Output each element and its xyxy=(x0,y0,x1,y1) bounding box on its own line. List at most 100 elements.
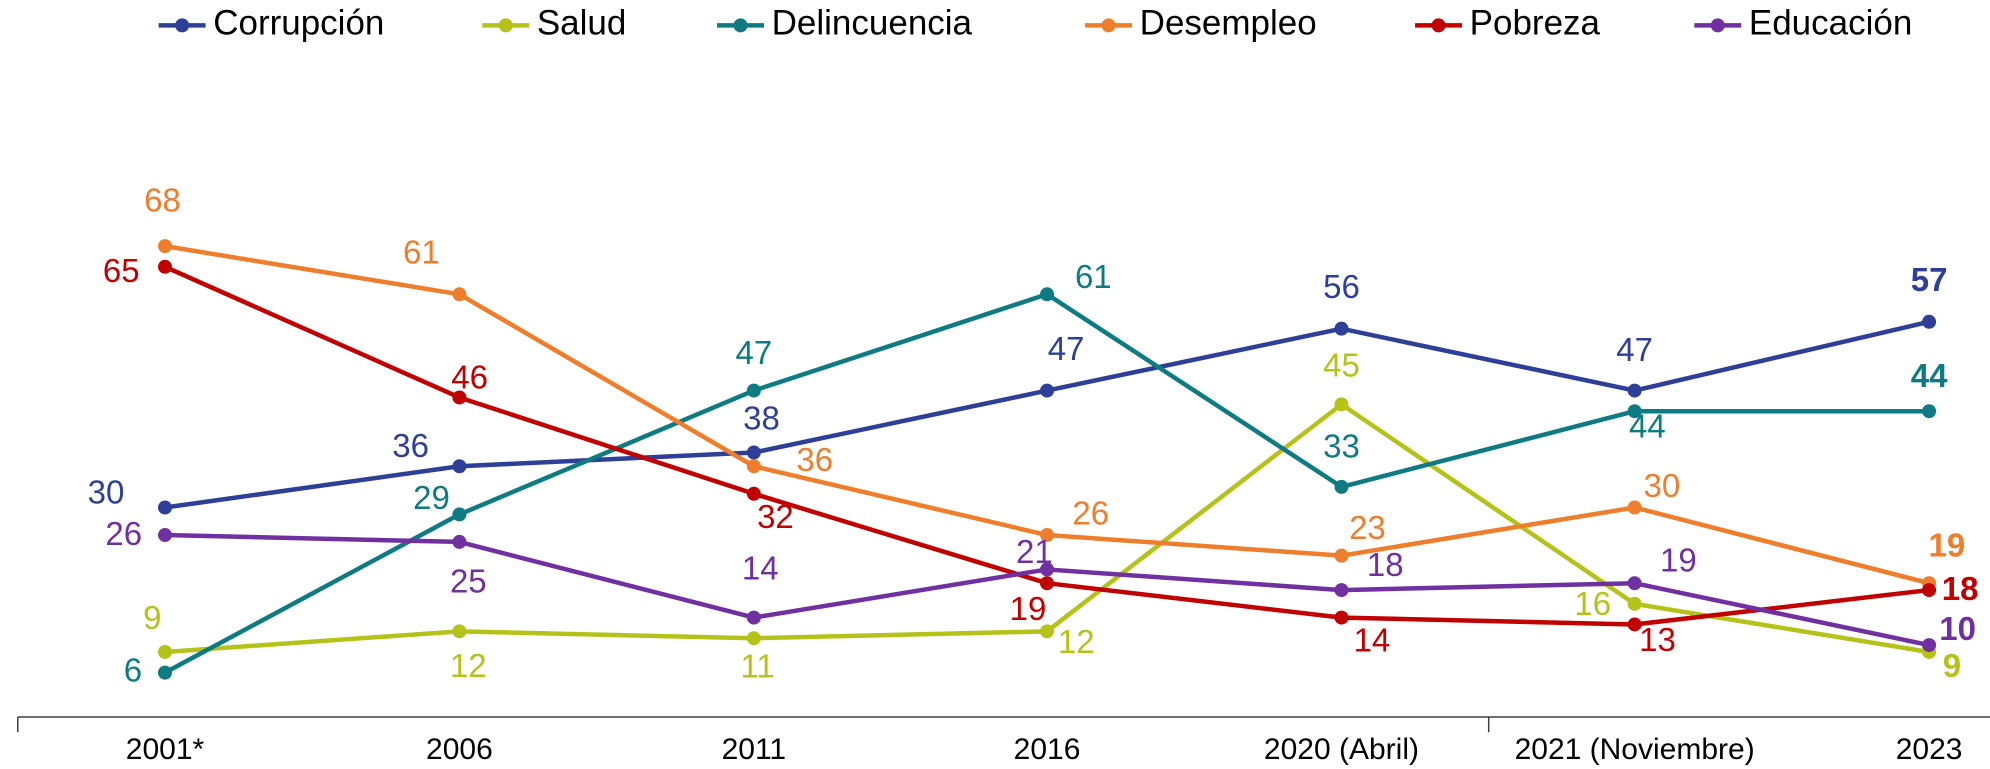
data-point xyxy=(1627,617,1642,632)
data-label: 38 xyxy=(743,399,780,436)
data-point xyxy=(746,445,761,460)
data-label: 14 xyxy=(1354,622,1391,659)
legend-marker xyxy=(498,18,513,33)
data-point xyxy=(1627,596,1642,611)
data-point xyxy=(452,624,467,639)
data-point xyxy=(157,644,172,659)
legend-marker xyxy=(175,18,190,33)
data-label: 44 xyxy=(1911,357,1948,394)
data-label: 9 xyxy=(1943,647,1961,684)
data-label: 11 xyxy=(741,647,775,684)
data-label: 44 xyxy=(1629,408,1666,445)
data-point xyxy=(452,534,467,549)
data-label: 56 xyxy=(1323,268,1360,305)
data-point xyxy=(157,500,172,515)
data-label: 26 xyxy=(105,515,142,552)
data-label: 36 xyxy=(392,427,429,464)
data-label: 47 xyxy=(736,334,773,371)
data-label: 19 xyxy=(1010,590,1047,627)
x-tick-label: 2023 xyxy=(1896,733,1963,766)
data-label: 36 xyxy=(796,441,833,478)
data-point xyxy=(1334,479,1349,494)
data-label: 14 xyxy=(742,549,779,586)
data-label: 47 xyxy=(1048,330,1085,367)
data-label: 9 xyxy=(143,599,161,636)
data-point xyxy=(1334,321,1349,336)
data-point xyxy=(1040,624,1055,639)
data-label: 68 xyxy=(144,182,181,219)
data-point xyxy=(1627,383,1642,398)
x-tick-label: 2006 xyxy=(426,733,493,766)
data-point xyxy=(746,631,761,646)
data-point xyxy=(452,390,467,405)
legend-marker xyxy=(733,18,748,33)
plot-area: 2001* 2006 2011 2016 2020 (Abril) 2021 (Novie… xyxy=(17,182,1990,766)
data-label: 18 xyxy=(1367,546,1404,583)
data-point xyxy=(1922,583,1937,598)
data-label: 26 xyxy=(1072,495,1109,532)
x-tick-label: 2016 xyxy=(1014,733,1081,766)
data-label: 30 xyxy=(1644,467,1681,504)
x-tick-label: 2020 (Abril) xyxy=(1264,733,1419,766)
data-label: 57 xyxy=(1911,261,1948,298)
data-point xyxy=(157,239,172,254)
data-label: 13 xyxy=(1639,621,1676,658)
data-point xyxy=(1040,576,1055,591)
data-point xyxy=(157,665,172,680)
x-tick-label: 2011 xyxy=(722,733,787,766)
data-point xyxy=(1922,638,1937,653)
x-tick-label: 2001* xyxy=(126,733,205,766)
data-label: 16 xyxy=(1574,585,1611,622)
data-point xyxy=(452,287,467,302)
data-label: 21 xyxy=(1016,533,1053,570)
data-label: 33 xyxy=(1323,428,1360,465)
data-point xyxy=(746,383,761,398)
legend-label: Educación xyxy=(1749,4,1912,43)
data-label: 19 xyxy=(1928,526,1965,563)
legend-marker xyxy=(1431,18,1446,33)
data-point xyxy=(452,459,467,474)
data-label: 18 xyxy=(1942,570,1979,607)
data-label: 25 xyxy=(450,563,487,600)
data-point xyxy=(1040,383,1055,398)
legend-label: Delincuencia xyxy=(772,4,973,43)
data-label: 10 xyxy=(1939,610,1976,647)
data-point xyxy=(746,459,761,474)
data-point xyxy=(1334,548,1349,563)
data-label: 6 xyxy=(124,651,142,688)
data-point xyxy=(1334,583,1349,598)
data-point xyxy=(452,507,467,522)
data-label: 12 xyxy=(450,647,487,684)
data-point xyxy=(157,259,172,274)
legend-label: Desempleo xyxy=(1140,4,1317,43)
legend-marker xyxy=(1710,18,1725,33)
legend-label: Salud xyxy=(537,4,627,43)
data-point xyxy=(1334,610,1349,625)
data-point xyxy=(1922,314,1937,329)
legend: Corrupción Salud Delincuencia Desempleo Pobr… xyxy=(158,4,1912,43)
data-point xyxy=(746,486,761,501)
data-point xyxy=(1040,562,1055,577)
data-label: 23 xyxy=(1349,509,1386,546)
data-point xyxy=(1627,404,1642,419)
x-tick-label: 2021 (Noviembre) xyxy=(1515,733,1755,766)
data-point xyxy=(1040,287,1055,302)
data-label: 61 xyxy=(403,234,440,271)
legend-label: Pobreza xyxy=(1470,4,1601,43)
data-point xyxy=(1627,576,1642,591)
data-label: 12 xyxy=(1058,623,1095,660)
data-label: 47 xyxy=(1616,331,1653,368)
data-point xyxy=(1627,500,1642,515)
data-label: 29 xyxy=(413,479,450,516)
data-point xyxy=(746,610,761,625)
data-point xyxy=(157,528,172,543)
data-label: 45 xyxy=(1323,346,1360,383)
data-label: 65 xyxy=(103,252,140,289)
legend-label: Corrupción xyxy=(213,4,384,43)
data-label: 32 xyxy=(757,498,794,535)
data-point xyxy=(1040,528,1055,543)
data-point xyxy=(1922,404,1937,419)
legend-marker xyxy=(1101,18,1116,33)
data-point xyxy=(1334,397,1349,412)
